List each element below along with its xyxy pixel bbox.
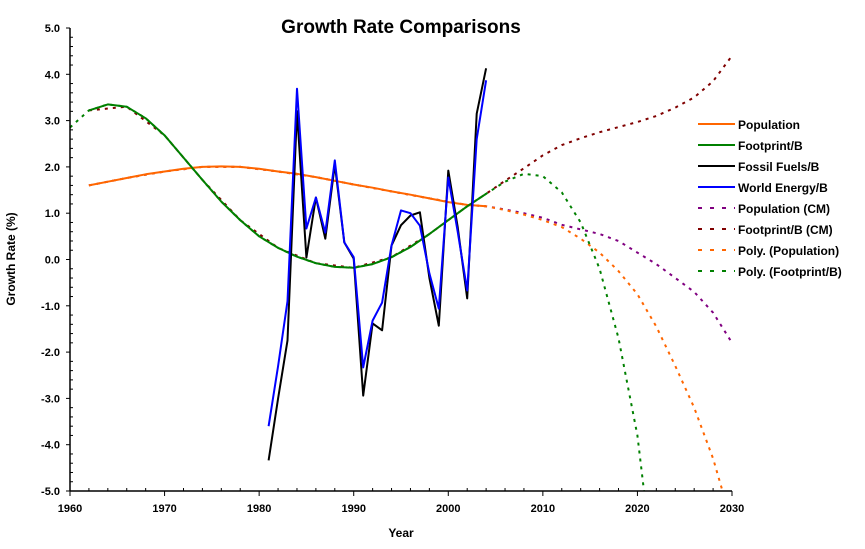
- legend-label: Population: [738, 118, 800, 132]
- series-world-energy-b: [267, 80, 488, 427]
- series-population-cm: [88, 165, 733, 344]
- series-population: [88, 165, 487, 208]
- legend-label: Footprint/B: [738, 139, 803, 153]
- y-tick-label: 2.0: [45, 162, 60, 174]
- x-tick-label: 2010: [531, 503, 555, 515]
- x-axis-label: Year: [388, 526, 414, 540]
- legend-item-world-energy-b: World Energy/B: [698, 181, 828, 195]
- y-tick-label: 0.0: [45, 255, 60, 267]
- x-tick-label: 1960: [58, 503, 82, 515]
- legend-item-footprint-b-cm: Footprint/B (CM): [698, 223, 833, 237]
- x-tick-label: 1990: [341, 503, 365, 515]
- y-tick-label: 1.0: [45, 208, 60, 220]
- x-tick-label: 2020: [625, 503, 649, 515]
- series-footprint-b: [88, 103, 487, 269]
- legend-label: Population (CM): [738, 202, 830, 216]
- y-tick-label: 5.0: [45, 23, 60, 35]
- y-tick-label: 4.0: [45, 69, 60, 81]
- series-fossil-fuels-b: [267, 68, 488, 461]
- legend-item-population-cm: Population (CM): [698, 202, 830, 216]
- legend: Population Footprint/B Fossil Fuels/B World…: [698, 118, 842, 279]
- legend-item-footprint-b: Footprint/B: [698, 139, 803, 153]
- y-tick-label: 3.0: [45, 116, 60, 128]
- legend-item-fossil-fuels-b: Fossil Fuels/B: [698, 160, 820, 174]
- legend-item-poly-footprint-b: Poly. (Footprint/B): [698, 265, 842, 279]
- y-tick-label: -1.0: [41, 301, 60, 313]
- legend-label: Poly. (Population): [738, 244, 839, 258]
- legend-label: World Energy/B: [738, 181, 828, 195]
- series-poly-population: [88, 165, 724, 492]
- chart-title: Growth Rate Comparisons: [281, 17, 521, 38]
- y-tick-label: -3.0: [41, 393, 60, 405]
- legend-label: Poly. (Footprint/B): [738, 265, 842, 279]
- axes: 5.0 4.0 3.0 2.0 1.0 0.0 -1.0 -2.0 -3.0 -4.0 -5.0 19…: [41, 23, 744, 515]
- y-tick-label: -4.0: [41, 440, 60, 452]
- legend-label: Footprint/B (CM): [738, 223, 833, 237]
- legend-item-population: Population: [698, 118, 800, 132]
- x-tick-label: 1980: [247, 503, 271, 515]
- legend-item-poly-population: Poly. (Population): [698, 244, 839, 258]
- x-tick-label: 2000: [436, 503, 460, 515]
- y-axis-label: Growth Rate (%): [4, 212, 18, 305]
- x-tick-label: 1970: [152, 503, 176, 515]
- legend-label: Fossil Fuels/B: [738, 160, 820, 174]
- series-footprint-b-cm: [88, 55, 733, 269]
- y-tick-label: -5.0: [41, 486, 60, 498]
- x-tick-label: 2030: [720, 503, 744, 515]
- plot-lines: [69, 55, 733, 492]
- y-tick-label: -2.0: [41, 347, 60, 359]
